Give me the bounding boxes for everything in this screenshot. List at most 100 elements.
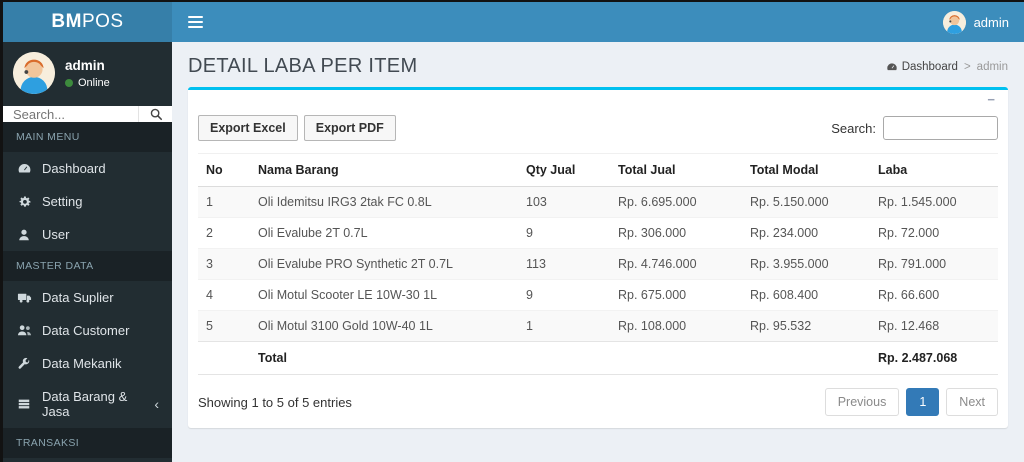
pagination: Previous 1 Next	[824, 388, 998, 416]
cell-no: 1	[206, 195, 213, 209]
online-dot-icon	[65, 78, 73, 87]
brand-light: POS	[81, 11, 124, 32]
gears-icon	[16, 194, 32, 209]
cell-no: 3	[206, 257, 213, 271]
breadcrumb-dashboard-link[interactable]: Dashboard	[886, 61, 958, 73]
previous-page-button[interactable]: Previous	[824, 388, 900, 416]
sidebar-item-label: User	[42, 227, 70, 242]
sidebar-username: admin	[65, 57, 105, 73]
sidebar-item-user[interactable]: User	[3, 218, 172, 251]
sidebar-item-label: Data Mekanik	[42, 356, 122, 371]
export-pdf-button[interactable]: Export PDF	[303, 115, 396, 141]
total-label: Total	[250, 341, 518, 375]
table-row: 4 Oli Motul Scooter LE 10W-30 1L 9 Rp. 6…	[198, 280, 998, 311]
column-header-qty-jual[interactable]: Qty Jual	[518, 153, 610, 187]
collapse-icon[interactable]: −	[987, 92, 995, 107]
cell-qty-jual: 1	[526, 319, 533, 333]
entries-info: Showing 1 to 5 of 5 entries	[198, 394, 352, 410]
cell-qty-jual: 103	[526, 195, 547, 209]
cell-total-modal: Rp. 95.532	[750, 319, 812, 333]
column-header-no[interactable]: No	[198, 153, 250, 187]
user-icon	[16, 228, 32, 242]
cell-total-jual: Rp. 108.000	[618, 319, 687, 333]
sidebar-search	[3, 106, 172, 122]
wrench-icon	[16, 357, 32, 371]
content-header: DETAIL LABA PER ITEM Dashboard > admin	[172, 42, 1024, 87]
hamburger-icon[interactable]	[172, 2, 218, 42]
table-toolbar: Export Excel Export PDF Search:	[198, 115, 998, 141]
avatar	[942, 10, 966, 34]
cell-total-jual: Rp. 675.000	[618, 288, 687, 302]
cell-no: 5	[206, 319, 213, 333]
cell-laba: Rp. 72.000	[878, 226, 940, 240]
table-footer-cell	[198, 341, 250, 375]
sidebar-item-data-suplier[interactable]: Data Suplier	[3, 281, 172, 314]
table-search-label: Search:	[831, 120, 876, 136]
laba-table: No Nama Barang Qty Jual Total Jual Total…	[198, 153, 998, 375]
breadcrumb-separator: >	[963, 60, 971, 73]
table-row: 1 Oli Idemitsu IRG3 2tak FC 0.8L 103 Rp.…	[198, 186, 998, 218]
sidebar-section-transaksi: TRANSAKSI	[3, 428, 172, 458]
sidebar-item-label: Data Barang & Jasa	[42, 389, 128, 419]
sidebar-item-data-mekanik[interactable]: Data Mekanik	[3, 347, 172, 380]
sidebar-search-button[interactable]	[138, 106, 172, 122]
breadcrumb-home-label: Dashboard	[901, 60, 958, 73]
table-icon	[16, 397, 32, 411]
next-page-button[interactable]: Next	[946, 388, 998, 416]
cell-qty-jual: 9	[526, 226, 533, 240]
column-header-total-modal[interactable]: Total Modal	[742, 153, 870, 187]
table-search-input[interactable]	[883, 116, 998, 140]
table-footer-bar: Showing 1 to 5 of 5 entries Previous 1 N…	[198, 388, 998, 416]
cell-total-modal: Rp. 608.400	[750, 288, 819, 302]
navbar-user-menu[interactable]: admin	[928, 2, 1024, 42]
column-header-laba[interactable]: Laba	[870, 153, 998, 187]
sidebar-item-setting[interactable]: Setting	[3, 185, 172, 218]
cell-nama-barang: Oli Evalube PRO Synthetic 2T 0.7L	[258, 257, 454, 271]
report-box: − Export Excel Export PDF Search:	[188, 87, 1008, 428]
cell-qty-jual: 9	[526, 288, 533, 302]
page-title: DETAIL LABA PER ITEM	[188, 55, 418, 77]
cell-laba: Rp. 791.000	[878, 257, 947, 271]
sidebar-item-pembelian[interactable]: Pembelian ‹	[3, 458, 172, 462]
online-status: Online	[65, 77, 110, 89]
export-excel-button[interactable]: Export Excel	[198, 115, 298, 141]
table-search: Search:	[831, 116, 998, 140]
table-row: 3 Oli Evalube PRO Synthetic 2T 0.7L 113 …	[198, 248, 998, 280]
cell-total-modal: Rp. 5.150.000	[750, 195, 829, 209]
top-navbar: BM POS admin	[3, 2, 1024, 42]
box-tools: −	[198, 92, 998, 108]
sidebar-item-label: Data Suplier	[42, 290, 114, 305]
table-header-row: No Nama Barang Qty Jual Total Jual Total…	[198, 153, 998, 187]
column-header-total-jual[interactable]: Total Jual	[610, 153, 742, 187]
brand-logo[interactable]: BM POS	[3, 2, 172, 42]
sidebar-search-input[interactable]	[3, 106, 138, 122]
cell-qty-jual: 113	[526, 257, 546, 271]
cell-total-modal: Rp. 3.955.000	[750, 257, 829, 271]
sidebar-item-dashboard[interactable]: Dashboard	[3, 152, 172, 185]
cell-no: 2	[206, 226, 213, 240]
cell-no: 4	[206, 288, 213, 302]
table-footer-cell	[518, 341, 610, 375]
sidebar-item-data-customer[interactable]: Data Customer	[3, 314, 172, 347]
search-icon	[150, 108, 162, 121]
main-content: DETAIL LABA PER ITEM Dashboard > admin −…	[172, 42, 1024, 462]
sidebar-section-main-menu: MAIN MENU	[3, 122, 172, 152]
sidebar-item-label: Setting	[42, 194, 83, 209]
dashboard-icon	[16, 161, 32, 176]
cell-nama-barang: Oli Evalube 2T 0.7L	[258, 226, 368, 240]
breadcrumb: Dashboard > admin	[886, 61, 1008, 73]
table-row: 2 Oli Evalube 2T 0.7L 9 Rp. 306.000 Rp. …	[198, 218, 998, 249]
cell-nama-barang: Oli Motul Scooter LE 10W-30 1L	[258, 288, 438, 302]
sidebar-item-data-barang-jasa[interactable]: Data Barang & Jasa ‹	[3, 380, 172, 428]
page-1-button[interactable]: 1	[906, 388, 940, 416]
avatar-image	[13, 52, 55, 94]
brand-bold: BM	[51, 11, 82, 32]
column-header-nama-barang[interactable]: Nama Barang	[250, 153, 518, 187]
cell-laba: Rp. 1.545.000	[878, 195, 957, 209]
users-icon	[16, 323, 32, 338]
avatar-image	[942, 10, 966, 34]
table-row: 5 Oli Motul 3100 Gold 10W-40 1L 1 Rp. 10…	[198, 310, 998, 342]
table-footer-cell	[610, 341, 742, 375]
dashboard-icon	[886, 62, 897, 70]
